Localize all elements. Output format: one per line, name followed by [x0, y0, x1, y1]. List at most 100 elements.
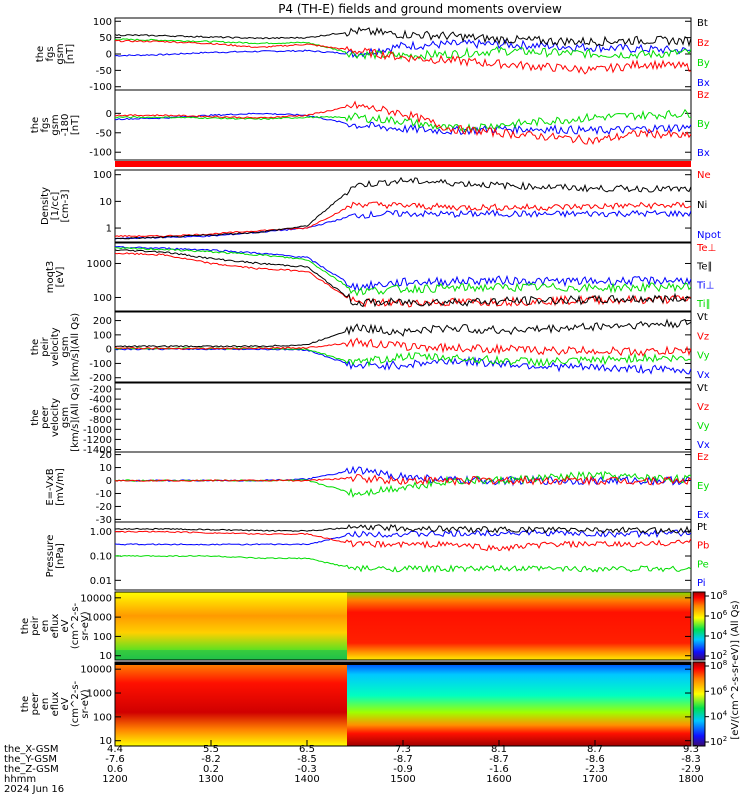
colorbar-tick: 106 [710, 609, 728, 622]
panel-fgs-gsm: 100 50 0 -50 -100 the fgs gsm [nT] Bt Bz By Bx [35, 17, 710, 93]
x-tick-z: -1.6 [489, 764, 509, 775]
legend-entry: Pb [697, 541, 709, 552]
y-tick-label: -1200 [83, 435, 112, 446]
series-Pb [115, 530, 691, 552]
colorbar-tick: 102 [710, 649, 727, 662]
y-axis-label: the [30, 409, 41, 425]
y-tick-label: 0 [106, 109, 112, 120]
legend-entry: Bt [697, 18, 708, 29]
y-axis-label: fgs [40, 117, 51, 132]
x-tick-t: 1800 [678, 774, 703, 785]
colorbar-tick: 106 [710, 684, 728, 697]
series-Ez [115, 474, 691, 486]
series-Vx [115, 347, 691, 375]
series-Vy [115, 347, 691, 368]
y-tick-label: -800 [89, 415, 112, 426]
colorbar-tick: 108 [710, 589, 727, 602]
y-axis-label: [nT] [65, 44, 76, 64]
legend-entry: Ez [697, 452, 709, 463]
x-tick-x: 4.4 [107, 744, 123, 755]
x-tick-t: 1200 [102, 774, 127, 785]
series-Ti∥ [115, 247, 691, 297]
x-tick-z: 0.2 [203, 764, 219, 775]
y-tick-label: 10 [99, 736, 112, 747]
series-Ti⊥ [115, 245, 691, 292]
series-Vt [115, 318, 691, 348]
y-tick-label: -200 [89, 385, 112, 396]
panel-temp: 1000 100 moqt3 [eV] Te⊥ Te∥ Ti⊥ Ti∥ [45, 242, 716, 312]
x-tick-z: -2.3 [585, 764, 605, 775]
legend-entry: Te⊥ [696, 243, 716, 254]
y-tick-label: 10 [99, 651, 112, 662]
x-row-label: 2024 Jun 16 [4, 784, 64, 795]
x-tick-t: 1500 [390, 774, 415, 785]
x-tick-y: -7.6 [105, 754, 125, 765]
y-axis-label: Density [40, 187, 51, 225]
legend-entry: Vx [697, 440, 710, 451]
series-Pe [115, 554, 691, 574]
y-tick-label: -10 [96, 489, 112, 500]
series-Ne [115, 201, 691, 238]
y-tick-label: 20 [99, 450, 112, 461]
x-tick-x: 9.3 [683, 744, 699, 755]
y-tick-label: 0 [106, 50, 112, 61]
series-By [115, 108, 691, 133]
x-tick-y: -8.2 [201, 754, 221, 765]
x-tick-y: -8.7 [489, 754, 509, 765]
x-tick-x: 8.7 [587, 744, 603, 755]
y-tick-label: 0 [106, 476, 112, 487]
y-axis-label: gsm [60, 407, 71, 428]
panel-efield: 20 10 0 -10 -20 -30 E=-VxB [mV/m] Ez Ey Ex [45, 450, 709, 526]
legend-entry: Ti⊥ [696, 280, 714, 291]
y-axis-label: -180 [60, 114, 71, 137]
panel-density: 100 10 1 Density [1/cc] [cm-3] Ne Ni Npot [40, 169, 721, 243]
series-Npot [115, 209, 691, 240]
legend-entry: Npot [697, 230, 721, 241]
colorbar-label: [eV/(cm^2-s-sr-eV)] (All Qs) [730, 600, 741, 739]
legend-entry: Bz [697, 90, 709, 101]
x-row-label: the_X-GSM [4, 744, 58, 755]
x-tick-x: 5.5 [203, 744, 219, 755]
series-Pt [115, 523, 691, 534]
x-row-label: hhmm [4, 774, 36, 785]
panel-frame [114, 591, 692, 661]
x-tick-t: 1300 [198, 774, 223, 785]
y-tick-label: 1 [106, 224, 112, 235]
legend-entry: Vt [697, 383, 708, 394]
legend-entry: Ti∥ [696, 299, 711, 310]
x-tick-y: -8.5 [297, 754, 317, 765]
panel-fgs-gsm-hp: 0 -50 -100 the fgs gsm -180 [nT] Bz By Bx [30, 89, 710, 161]
y-tick-label: 100 [93, 170, 112, 181]
y-axis-label: gsm [50, 114, 61, 135]
x-tick-z: -0.3 [297, 764, 317, 775]
y-axis-label: Pressure [45, 535, 56, 578]
y-axis-label: [nT] [70, 115, 81, 135]
legend-entry: Te∥ [696, 262, 713, 273]
peir-spectrogram [115, 592, 691, 660]
y-axis-label: velocity [50, 398, 61, 437]
series-Bz [115, 100, 691, 145]
y-tick-label: 1000 [87, 259, 112, 270]
series-Bx [115, 112, 691, 136]
y-axis-label: peir [30, 615, 41, 635]
y-axis-label: [km/s](All Qs) [70, 313, 81, 381]
y-axis-label: (cm^2-s- [70, 602, 81, 649]
y-axis-label: eV [60, 697, 71, 710]
legend-entry: Vz [697, 402, 709, 413]
y-tick-label: -100 [89, 148, 112, 159]
x-tick-z: -0.9 [393, 764, 413, 775]
y-tick-label: 0.10 [90, 552, 112, 563]
panel-peir-vel: 200 100 0 -100 -200 the peir velocity gsm [km/s](… [30, 311, 710, 384]
y-axis-label: en [40, 698, 51, 711]
y-axis-label: [mV/m] [55, 468, 66, 506]
y-axis-label: peer [30, 692, 41, 716]
panel-frame [114, 242, 692, 312]
x-tick-x: 6.5 [299, 744, 315, 755]
peer-spectrogram [115, 662, 691, 746]
x-row-label: the_Y-GSM [4, 754, 57, 765]
legend-entry: Ni [697, 200, 707, 211]
panel-pressure: 1.00 0.10 0.01 Pressure [nPa] Pt Pb Pe Pi [45, 521, 709, 591]
